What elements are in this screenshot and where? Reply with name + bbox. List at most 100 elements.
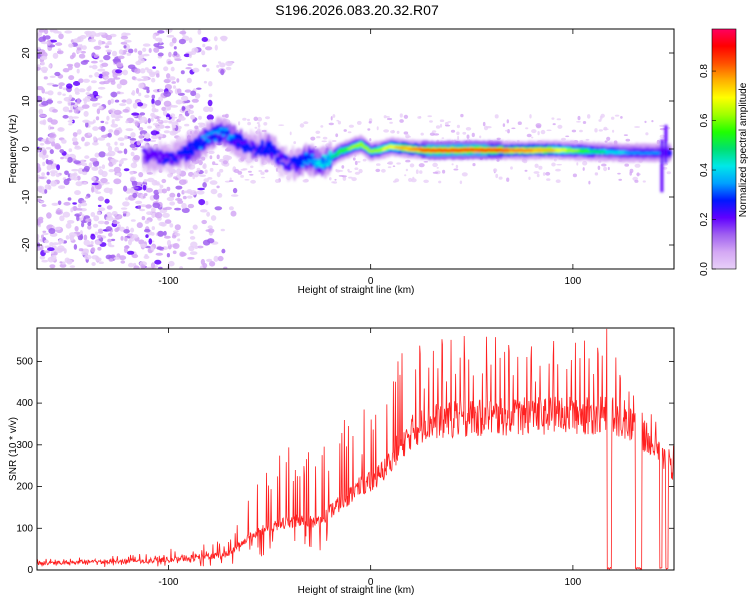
noise-speckle [199, 123, 206, 127]
noise-speckle [129, 171, 134, 175]
noise-speckle [65, 222, 72, 229]
noise-speckle [184, 123, 190, 127]
noise-speckle [169, 201, 176, 206]
ridge-segment [273, 149, 278, 152]
noise-speckle [104, 198, 110, 204]
noise-speckle [163, 66, 169, 72]
noise-speckle [577, 115, 581, 121]
noise-speckle [63, 178, 70, 186]
noise-speckle [172, 250, 177, 255]
noise-speckle [232, 187, 238, 194]
noise-speckle [68, 94, 73, 100]
snr-y-tick-label: 400 [16, 398, 33, 409]
noise-speckle [144, 94, 150, 99]
noise-speckle [169, 130, 177, 136]
noise-speckle [392, 129, 395, 133]
noise-speckle [97, 220, 105, 225]
noise-speckle [205, 46, 213, 51]
noise-speckle [83, 239, 91, 246]
noise-speckle [204, 169, 208, 174]
noise-speckle [599, 115, 603, 120]
noise-speckle [143, 193, 148, 197]
noise-speckle [368, 121, 372, 124]
noise-speckle [538, 165, 543, 170]
noise-speckle [315, 130, 321, 134]
noise-speckle [120, 207, 128, 210]
noise-speckle [151, 107, 157, 113]
noise-speckle [53, 29, 59, 34]
ridge-segment [300, 164, 305, 168]
noise-speckle [166, 116, 170, 120]
chart-title: S196.2026.083.20.32.R07 [275, 2, 439, 18]
noise-speckle [157, 52, 164, 57]
noise-speckle [176, 192, 181, 198]
noise-speckle [181, 105, 186, 112]
noise-speckle [209, 167, 214, 172]
noise-speckle [556, 163, 562, 166]
noise-speckle [265, 116, 270, 120]
noise-speckle [545, 171, 551, 176]
ridge-segment [169, 159, 174, 166]
noise-speckle [111, 119, 115, 125]
noise-speckle [565, 135, 570, 138]
noise-speckle [92, 119, 96, 124]
noise-speckle [412, 176, 415, 180]
noise-speckle [659, 124, 665, 127]
noise-speckle [587, 114, 591, 119]
ridge-segment [266, 149, 271, 156]
noise-speckle [108, 129, 114, 133]
noise-speckle [214, 206, 223, 211]
noise-speckle [498, 176, 503, 180]
ridge-segment [334, 153, 339, 156]
colorbar-tick-label: 0.8 [699, 64, 710, 78]
noise-speckle [45, 137, 49, 144]
noise-speckle [83, 99, 87, 105]
noise-speckle [423, 161, 429, 163]
noise-speckle [128, 48, 134, 54]
noise-speckle [139, 68, 146, 74]
noise-speckle [157, 266, 163, 269]
noise-speckle [634, 179, 639, 183]
noise-speckle [216, 171, 221, 178]
noise-speckle [84, 254, 92, 260]
noise-speckle [37, 66, 41, 71]
ridge-segment [237, 144, 242, 148]
noise-speckle [122, 69, 128, 76]
noise-speckle [216, 185, 220, 189]
noise-speckle [46, 171, 50, 176]
noise-speckle [144, 228, 151, 233]
noise-speckle [197, 29, 202, 35]
noise-speckle [38, 29, 46, 33]
noise-speckle [429, 120, 433, 123]
noise-speckle [427, 115, 433, 118]
noise-speckle [63, 201, 71, 206]
ridge-segment [219, 127, 224, 131]
noise-speckle [299, 123, 305, 128]
noise-speckle [223, 266, 228, 269]
noise-speckle [190, 114, 196, 120]
noise-speckle [555, 179, 561, 183]
noise-speckle [145, 220, 151, 223]
noise-speckle [52, 109, 58, 113]
noise-speckle [420, 132, 424, 136]
ridge-segment [213, 139, 218, 142]
noise-speckle [133, 154, 141, 161]
noise-speckle [131, 234, 139, 239]
noise-speckle [178, 179, 187, 186]
noise-speckle [238, 121, 241, 126]
noise-speckle [81, 104, 90, 109]
noise-speckle [253, 116, 259, 122]
noise-speckle [303, 121, 309, 125]
noise-speckle [506, 119, 509, 124]
ridge-segment [232, 137, 237, 141]
noise-speckle [37, 149, 41, 153]
spectrogram-x-tick-label: 100 [565, 276, 582, 287]
noise-speckle [423, 179, 429, 183]
noise-speckle [57, 91, 62, 96]
noise-speckle [167, 60, 173, 65]
noise-speckle [161, 188, 167, 194]
ridge-segment [145, 153, 150, 157]
noise-speckle [260, 171, 265, 175]
noise-speckle [45, 160, 54, 165]
noise-speckle [225, 113, 229, 118]
